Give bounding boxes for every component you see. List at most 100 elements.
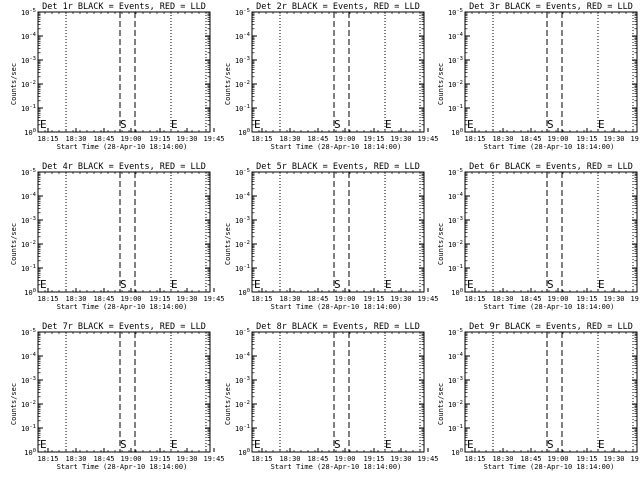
chart-title: Det 5r BLACK = Events, RED = LLD xyxy=(256,162,420,172)
x-tick-label: 19:00 xyxy=(120,455,141,463)
plot-frame xyxy=(37,171,211,293)
x-tick-label: 18:30 xyxy=(492,295,513,303)
y-tick-label: 10-5 xyxy=(21,8,36,17)
chart-title: Det 6r BLACK = Events, RED = LLD xyxy=(469,162,633,172)
start-marker: S xyxy=(120,438,127,451)
y-tick-label: 10-4 xyxy=(235,192,251,201)
plot-frame xyxy=(464,171,638,293)
end-marker: E xyxy=(385,278,392,291)
x-tick-label: 19:30 xyxy=(603,295,624,303)
x-tick-label: 19:15 xyxy=(363,135,384,143)
y-tick-label: 10-1 xyxy=(235,264,250,273)
x-tick-label: 19:00 xyxy=(334,295,355,303)
x-tick-label: 18:15 xyxy=(37,455,58,463)
plot-frame xyxy=(37,11,211,133)
y-tick-label: 10-3 xyxy=(448,376,463,385)
y-tick-label: 100 xyxy=(451,288,463,297)
x-tick-label: 18:45 xyxy=(307,135,328,143)
y-tick-label: 10-1 xyxy=(21,264,36,273)
y-tick-label: 10-5 xyxy=(21,168,36,177)
plot-frame xyxy=(37,331,211,453)
x-tick-label: 18:45 xyxy=(93,135,114,143)
y-tick-label: 10-1 xyxy=(21,104,36,113)
x-tick-label: 19:30 xyxy=(176,135,197,143)
end-marker: E xyxy=(171,438,178,451)
chart-panel-9: Det 9r BLACK = Events, RED = LLD 100 10-1 1… xyxy=(437,322,640,471)
y-tick-label: 10-5 xyxy=(448,328,463,337)
y-axis-label: Counts/sec xyxy=(224,223,232,265)
chart-panel-8: Det 8r BLACK = Events, RED = LLD 100 10-1 1… xyxy=(224,322,439,471)
x-tick-label: 19:00 xyxy=(334,455,355,463)
x-axis-label: Start Time (28-Apr-10 18:14:00) xyxy=(271,303,402,311)
start-marker: S xyxy=(547,278,554,291)
x-tick-label: 19:45 xyxy=(203,295,224,303)
start-marker: S xyxy=(120,118,127,131)
x-axis-label: Start Time (28-Apr-10 18:14:00) xyxy=(484,463,615,471)
y-tick-label: 10-4 xyxy=(448,192,464,201)
x-tick-label: 18:15 xyxy=(37,135,58,143)
x-tick-label: 19:45 xyxy=(417,455,438,463)
y-tick-label: 10-4 xyxy=(21,32,37,41)
y-tick-label: 100 xyxy=(238,448,250,457)
plot-frame xyxy=(464,11,638,133)
x-tick-label: 18:15 xyxy=(464,295,485,303)
end-marker: E xyxy=(40,278,47,291)
end-marker: E xyxy=(254,118,261,131)
x-tick-label: 18:45 xyxy=(520,455,541,463)
end-marker: E xyxy=(467,438,474,451)
y-tick-label: 100 xyxy=(24,128,36,137)
y-tick-label: 10-5 xyxy=(235,328,250,337)
start-marker: S xyxy=(547,438,554,451)
y-tick-label: 10-1 xyxy=(448,424,463,433)
x-tick-label: 19:30 xyxy=(390,455,411,463)
end-marker: E xyxy=(467,278,474,291)
start-marker: S xyxy=(120,278,127,291)
y-tick-label: 10-1 xyxy=(21,424,36,433)
y-tick-label: 10-3 xyxy=(21,216,36,225)
x-tick-label: 19:00 xyxy=(120,135,141,143)
x-tick-label: 19:15 xyxy=(363,295,384,303)
x-tick-label: 19:45 xyxy=(417,135,438,143)
x-tick-label: 18:45 xyxy=(307,455,328,463)
y-tick-label: 10-5 xyxy=(448,8,463,17)
y-tick-label: 100 xyxy=(24,448,36,457)
end-marker: E xyxy=(385,118,392,131)
y-tick-label: 10-4 xyxy=(448,352,464,361)
x-tick-label: 18:45 xyxy=(93,295,114,303)
x-axis-label: Start Time (28-Apr-10 18:14:00) xyxy=(57,303,188,311)
end-marker: E xyxy=(385,438,392,451)
x-tick-label: 19:45 xyxy=(203,135,224,143)
chart-title: Det 4r BLACK = Events, RED = LLD xyxy=(42,162,206,172)
end-marker: E xyxy=(254,278,261,291)
chart-title: Det 9r BLACK = Events, RED = LLD xyxy=(469,322,633,332)
y-tick-label: 10-3 xyxy=(21,376,36,385)
y-axis-label: Counts/sec xyxy=(10,223,18,265)
x-tick-label: 19:15 xyxy=(149,295,170,303)
y-tick-label: 10-1 xyxy=(235,104,250,113)
x-tick-label: 18:45 xyxy=(520,295,541,303)
x-tick-label: 18:15 xyxy=(464,135,485,143)
x-tick-label: 19:15 xyxy=(576,295,597,303)
x-tick-label: 18:15 xyxy=(37,295,58,303)
y-tick-label: 10-3 xyxy=(235,216,250,225)
chart-title: Det 3r BLACK = Events, RED = LLD xyxy=(469,2,633,12)
y-tick-label: 10-2 xyxy=(21,80,36,89)
end-marker: E xyxy=(171,118,178,131)
plot-frame xyxy=(251,11,425,133)
y-tick-label: 10-4 xyxy=(235,352,251,361)
y-tick-label: 10-5 xyxy=(21,328,36,337)
x-tick-label: 19:30 xyxy=(390,295,411,303)
x-tick-label: 19:00 xyxy=(120,295,141,303)
x-tick-label: 19:45 xyxy=(630,295,640,303)
x-tick-label: 18:15 xyxy=(251,135,272,143)
chart-title: Det 1r BLACK = Events, RED = LLD xyxy=(42,2,206,12)
x-tick-label: 19:45 xyxy=(630,135,640,143)
y-tick-label: 10-1 xyxy=(235,424,250,433)
chart-panel-1: Det 1r BLACK = Events, RED = LLD 100 10-1 1… xyxy=(10,2,225,151)
y-axis-label: Counts/sec xyxy=(10,63,18,105)
y-tick-label: 10-5 xyxy=(235,8,250,17)
start-marker: S xyxy=(334,118,341,131)
chart-panel-6: Det 6r BLACK = Events, RED = LLD 100 10-1 1… xyxy=(437,162,640,311)
x-tick-label: 18:30 xyxy=(492,135,513,143)
x-tick-label: 19:45 xyxy=(417,295,438,303)
